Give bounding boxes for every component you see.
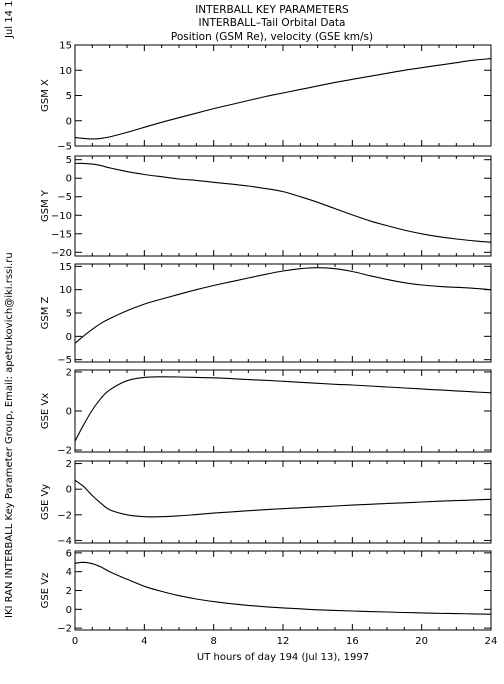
y-tick-label: 2 bbox=[66, 459, 72, 470]
y-axis-label: GSM Z bbox=[40, 296, 51, 329]
chart-title-1: INTERBALL KEY PARAMETERS bbox=[195, 4, 349, 16]
panel-frame bbox=[74, 550, 492, 631]
x-tick-label: 8 bbox=[210, 636, 216, 647]
y-tick-label: 10 bbox=[59, 285, 72, 296]
chart-title-2: INTERBALL–Tail Orbital Data bbox=[199, 17, 346, 29]
y-tick-label: 10 bbox=[59, 66, 72, 77]
y-tick-label: 15 bbox=[59, 262, 72, 273]
chart-title-3: Position (GSM Re), velocity (GSE km/s) bbox=[171, 31, 373, 43]
series-line bbox=[74, 58, 492, 140]
y-tick-label: −10 bbox=[51, 211, 72, 222]
y-tick-label: −5 bbox=[57, 355, 72, 366]
y-axis-label: GSE Vy bbox=[40, 484, 51, 520]
x-tick-label: 4 bbox=[141, 636, 147, 647]
y-tick-label: 2 bbox=[66, 586, 72, 597]
y-tick-label: 0 bbox=[66, 174, 72, 185]
y-tick-label: 0 bbox=[66, 605, 72, 616]
y-tick-label: 0 bbox=[66, 332, 72, 343]
panel-4: −2 0 2 GSE Vx bbox=[40, 367, 492, 457]
x-axis-label: UT hours of day 194 (Jul 13), 1997 bbox=[197, 652, 369, 663]
panel-frame bbox=[74, 369, 492, 453]
y-tick-label: −4 bbox=[57, 536, 72, 547]
y-tick-label: −5 bbox=[57, 192, 72, 203]
series-line bbox=[74, 162, 492, 243]
y-tick-label: 0 bbox=[66, 407, 72, 418]
panel-1: −5 0 5 10 15 GSM X bbox=[40, 41, 492, 153]
x-tick-label: 24 bbox=[485, 636, 498, 647]
y-axis-label: GSE Vx bbox=[40, 393, 51, 429]
y-tick-label: 4 bbox=[66, 567, 72, 578]
y-tick-label: 5 bbox=[66, 155, 72, 166]
y-tick-label: 5 bbox=[66, 309, 72, 320]
y-tick-label: 0 bbox=[66, 485, 72, 496]
x-tick-label: 0 bbox=[72, 636, 78, 647]
y-tick-label: 15 bbox=[59, 41, 72, 52]
x-tick-label: 16 bbox=[346, 636, 359, 647]
y-tick-label: −2 bbox=[57, 510, 72, 521]
panel-3: −5 0 5 10 15 GSM Z bbox=[40, 262, 492, 366]
y-tick-label: 6 bbox=[66, 548, 72, 559]
y-tick-label: −5 bbox=[57, 142, 72, 153]
credit-text: IKI RAN INTERBALL Key Parameter Group, E… bbox=[4, 252, 15, 618]
panel-5: −4 −2 0 2 GSE Vy bbox=[40, 459, 492, 547]
y-tick-label: 0 bbox=[66, 116, 72, 127]
panel-2: −20 −15 −10 −5 0 5 GSM Y bbox=[40, 155, 492, 259]
y-tick-label: 2 bbox=[66, 367, 72, 378]
panel-frame bbox=[74, 263, 492, 363]
series-line bbox=[74, 267, 492, 344]
panel-frame bbox=[74, 155, 492, 257]
y-tick-label: −2 bbox=[57, 446, 72, 457]
y-tick-label: −2 bbox=[57, 624, 72, 635]
y-axis-label: GSM X bbox=[40, 79, 51, 112]
panel-frame bbox=[74, 44, 492, 147]
y-tick-label: −15 bbox=[51, 229, 72, 240]
generation-date: Jul 14 1998 bbox=[4, 0, 15, 39]
y-axis-label: GSE Vz bbox=[40, 573, 51, 609]
panel-6: −2 0 2 4 6 GSE Vz bbox=[40, 548, 492, 635]
series-line bbox=[74, 376, 492, 442]
y-tick-label: −20 bbox=[51, 248, 72, 259]
x-tick-label: 12 bbox=[277, 636, 290, 647]
y-axis-label: GSM Y bbox=[40, 189, 51, 222]
series-line bbox=[74, 479, 492, 518]
y-tick-label: 5 bbox=[66, 91, 72, 102]
x-tick-label: 20 bbox=[415, 636, 428, 647]
series-line bbox=[74, 561, 492, 615]
